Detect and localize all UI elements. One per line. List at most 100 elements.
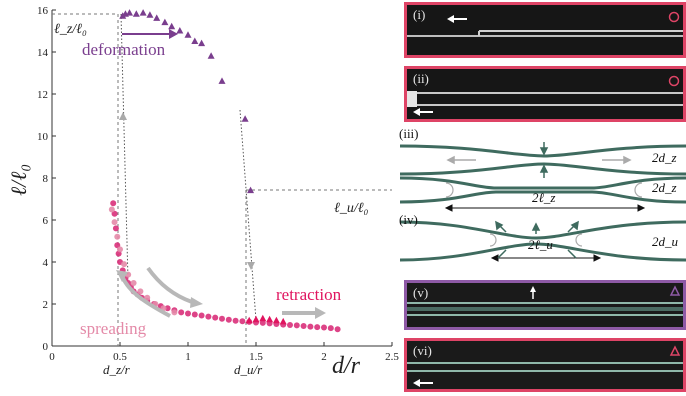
circle-point xyxy=(327,325,334,332)
triangle-point xyxy=(279,317,287,325)
spreading-label: spreading xyxy=(80,319,147,338)
du-label: 2d_u xyxy=(652,234,678,249)
panel-label-iii: (iii) xyxy=(399,126,419,141)
circle-point xyxy=(112,225,119,232)
spreading-arrow xyxy=(120,275,171,318)
panel-label-vi: (vi) xyxy=(413,343,432,358)
circle-point xyxy=(287,322,293,328)
triangle-point xyxy=(252,315,260,323)
triangle-point xyxy=(198,39,206,47)
x-tick-label: 2 xyxy=(321,351,327,363)
circle-point xyxy=(300,323,307,330)
circle-point xyxy=(121,261,128,268)
transition-line-left xyxy=(120,13,129,281)
x-tick-label: 0 xyxy=(49,351,55,363)
y-tick-label: 0 xyxy=(43,341,49,353)
lu-length-label: 2ℓ_u xyxy=(528,237,553,252)
lu-label: ℓ_u/ℓ₀ xyxy=(334,201,369,216)
circle-point xyxy=(212,314,219,321)
circle-point xyxy=(219,315,225,322)
photo-panel-vi: (vi) xyxy=(404,338,686,392)
triangle-point xyxy=(266,315,274,323)
up-arrow-marker xyxy=(119,112,127,120)
triangle-point xyxy=(126,9,134,16)
y-tick-label: 16 xyxy=(37,5,49,17)
triangle-point xyxy=(191,37,199,44)
x-tick-label: 0.5 xyxy=(113,351,127,363)
triangle-point xyxy=(207,52,215,59)
circle-point xyxy=(144,294,151,301)
phase-chart: 0 2 4 6 8 10 12 14 16 0 0.5 1 1.5 2 2.5 ℓ_z/ℓ₀ deform… xyxy=(6,5,399,379)
retraction-grey-arrowhead xyxy=(190,297,203,308)
circle-point xyxy=(321,324,327,331)
circle-point xyxy=(314,324,321,331)
down-arrow-marker xyxy=(247,262,255,270)
circle-point xyxy=(239,318,246,325)
x-tick-label: 1.5 xyxy=(249,351,263,363)
circle-point xyxy=(185,310,191,317)
circle-point xyxy=(108,206,115,213)
spreading-arrowhead xyxy=(116,270,128,282)
circle-point xyxy=(130,280,137,286)
circle-point xyxy=(110,200,117,207)
y-tick-label: 8 xyxy=(43,173,49,185)
y-tick-label: 4 xyxy=(43,257,49,269)
circle-point xyxy=(114,233,121,240)
fiber-schematic xyxy=(399,142,686,262)
y-axis-label: ℓ/ℓ₀ xyxy=(6,164,31,196)
x-tick-label: 2.5 xyxy=(385,351,399,363)
circle-point xyxy=(178,309,185,316)
triangle-marker-icon xyxy=(669,345,681,356)
panel-vi-image xyxy=(407,345,683,387)
dz-marker-label: d_z/r xyxy=(103,362,131,377)
panel-label-ii: (ii) xyxy=(413,71,429,86)
circle-point xyxy=(232,317,239,324)
circle-point xyxy=(111,219,118,226)
circle-marker-icon xyxy=(668,75,680,87)
panel-i-image xyxy=(407,11,683,37)
circle-point xyxy=(259,319,266,326)
circle-point xyxy=(225,316,232,323)
photo-panel-i: (i) xyxy=(404,2,686,58)
circle-point xyxy=(191,311,198,318)
retraction-grey-arrow xyxy=(146,266,193,304)
deformation-label: deformation xyxy=(82,40,166,59)
triangle-point xyxy=(241,115,249,122)
y-tick-label: 12 xyxy=(37,89,48,101)
x-tick-label: 1 xyxy=(185,351,191,363)
panel-label-iv: (iv) xyxy=(399,212,418,227)
deformation-arrowhead xyxy=(169,29,178,39)
y-tick-label: 14 xyxy=(37,47,49,59)
y-tick-label: 10 xyxy=(37,131,49,143)
circle-point xyxy=(171,309,178,316)
dz-label-bottom: 2d_z xyxy=(652,180,677,195)
y-tick-label: 2 xyxy=(43,299,49,311)
retraction-arrowhead xyxy=(315,307,326,319)
triangle-point xyxy=(132,10,140,17)
circle-marker-icon xyxy=(668,11,680,23)
triangle-point xyxy=(184,31,192,38)
panel-ii-image xyxy=(407,75,683,116)
triangle-marker-icon xyxy=(669,285,681,296)
circle-point xyxy=(293,322,300,329)
retraction-label: retraction xyxy=(276,285,342,304)
circle-point xyxy=(307,323,314,330)
circle-point xyxy=(117,246,123,253)
dz-label-top: 2d_z xyxy=(652,150,677,165)
circle-point xyxy=(334,326,341,333)
triangle-point xyxy=(247,186,255,194)
triangle-point xyxy=(161,18,169,26)
panel-label-i: (i) xyxy=(413,7,426,22)
lz-label: ℓ_z/ℓ₀ xyxy=(54,22,87,37)
triangle-point xyxy=(245,316,253,324)
triangle-point xyxy=(259,314,267,322)
panel-label-v: (v) xyxy=(413,285,429,300)
du-marker-label: d_u/r xyxy=(234,362,263,377)
photo-panel-ii: (ii) xyxy=(404,66,686,122)
transition-line-right xyxy=(239,109,257,321)
circle-point xyxy=(205,313,212,320)
triangle-point xyxy=(153,14,161,21)
photo-panel-v: (v) xyxy=(404,280,686,330)
panel-v-image xyxy=(407,285,683,316)
triangle-point xyxy=(218,77,226,84)
